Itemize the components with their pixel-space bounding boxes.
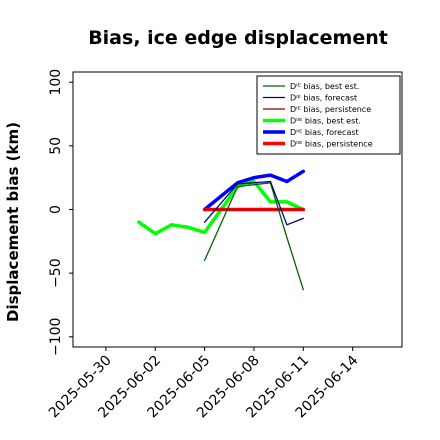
y-tick-label: 50 [48, 137, 64, 155]
legend-entry: Dᴵᴱ bias, best est. [290, 82, 359, 91]
series-line-4 [137, 179, 306, 236]
legend-entry: Dᴵᴵᴱ bias, forecast [290, 128, 359, 137]
legend: Dᴵᴱ bias, best est. Dᴵᴱ bias, forecast Dᴵᴱ… [256, 75, 401, 155]
series-line-5 [202, 169, 306, 212]
y-axis-label: Displacement bias (km) [4, 122, 22, 322]
legend-box [256, 75, 401, 155]
legend-entry: Dᴵᴵᴱ bias, best est. [290, 117, 361, 126]
y-tick-label: 0 [48, 205, 64, 214]
legend-entry: Dᴵᴵᴱ bias, persistence [290, 140, 373, 149]
legend-entry: Dᴵᴱ bias, forecast [290, 94, 357, 103]
series-line-2 [203, 180, 304, 226]
legend-entry: Dᴵᴱ bias, persistence [290, 105, 371, 114]
y-tick-label: 100 [48, 69, 64, 96]
chart-title: Bias, ice edge displacement [88, 27, 388, 49]
y-tick-label: −100 [48, 318, 64, 356]
y-tick-label: −50 [48, 258, 64, 288]
